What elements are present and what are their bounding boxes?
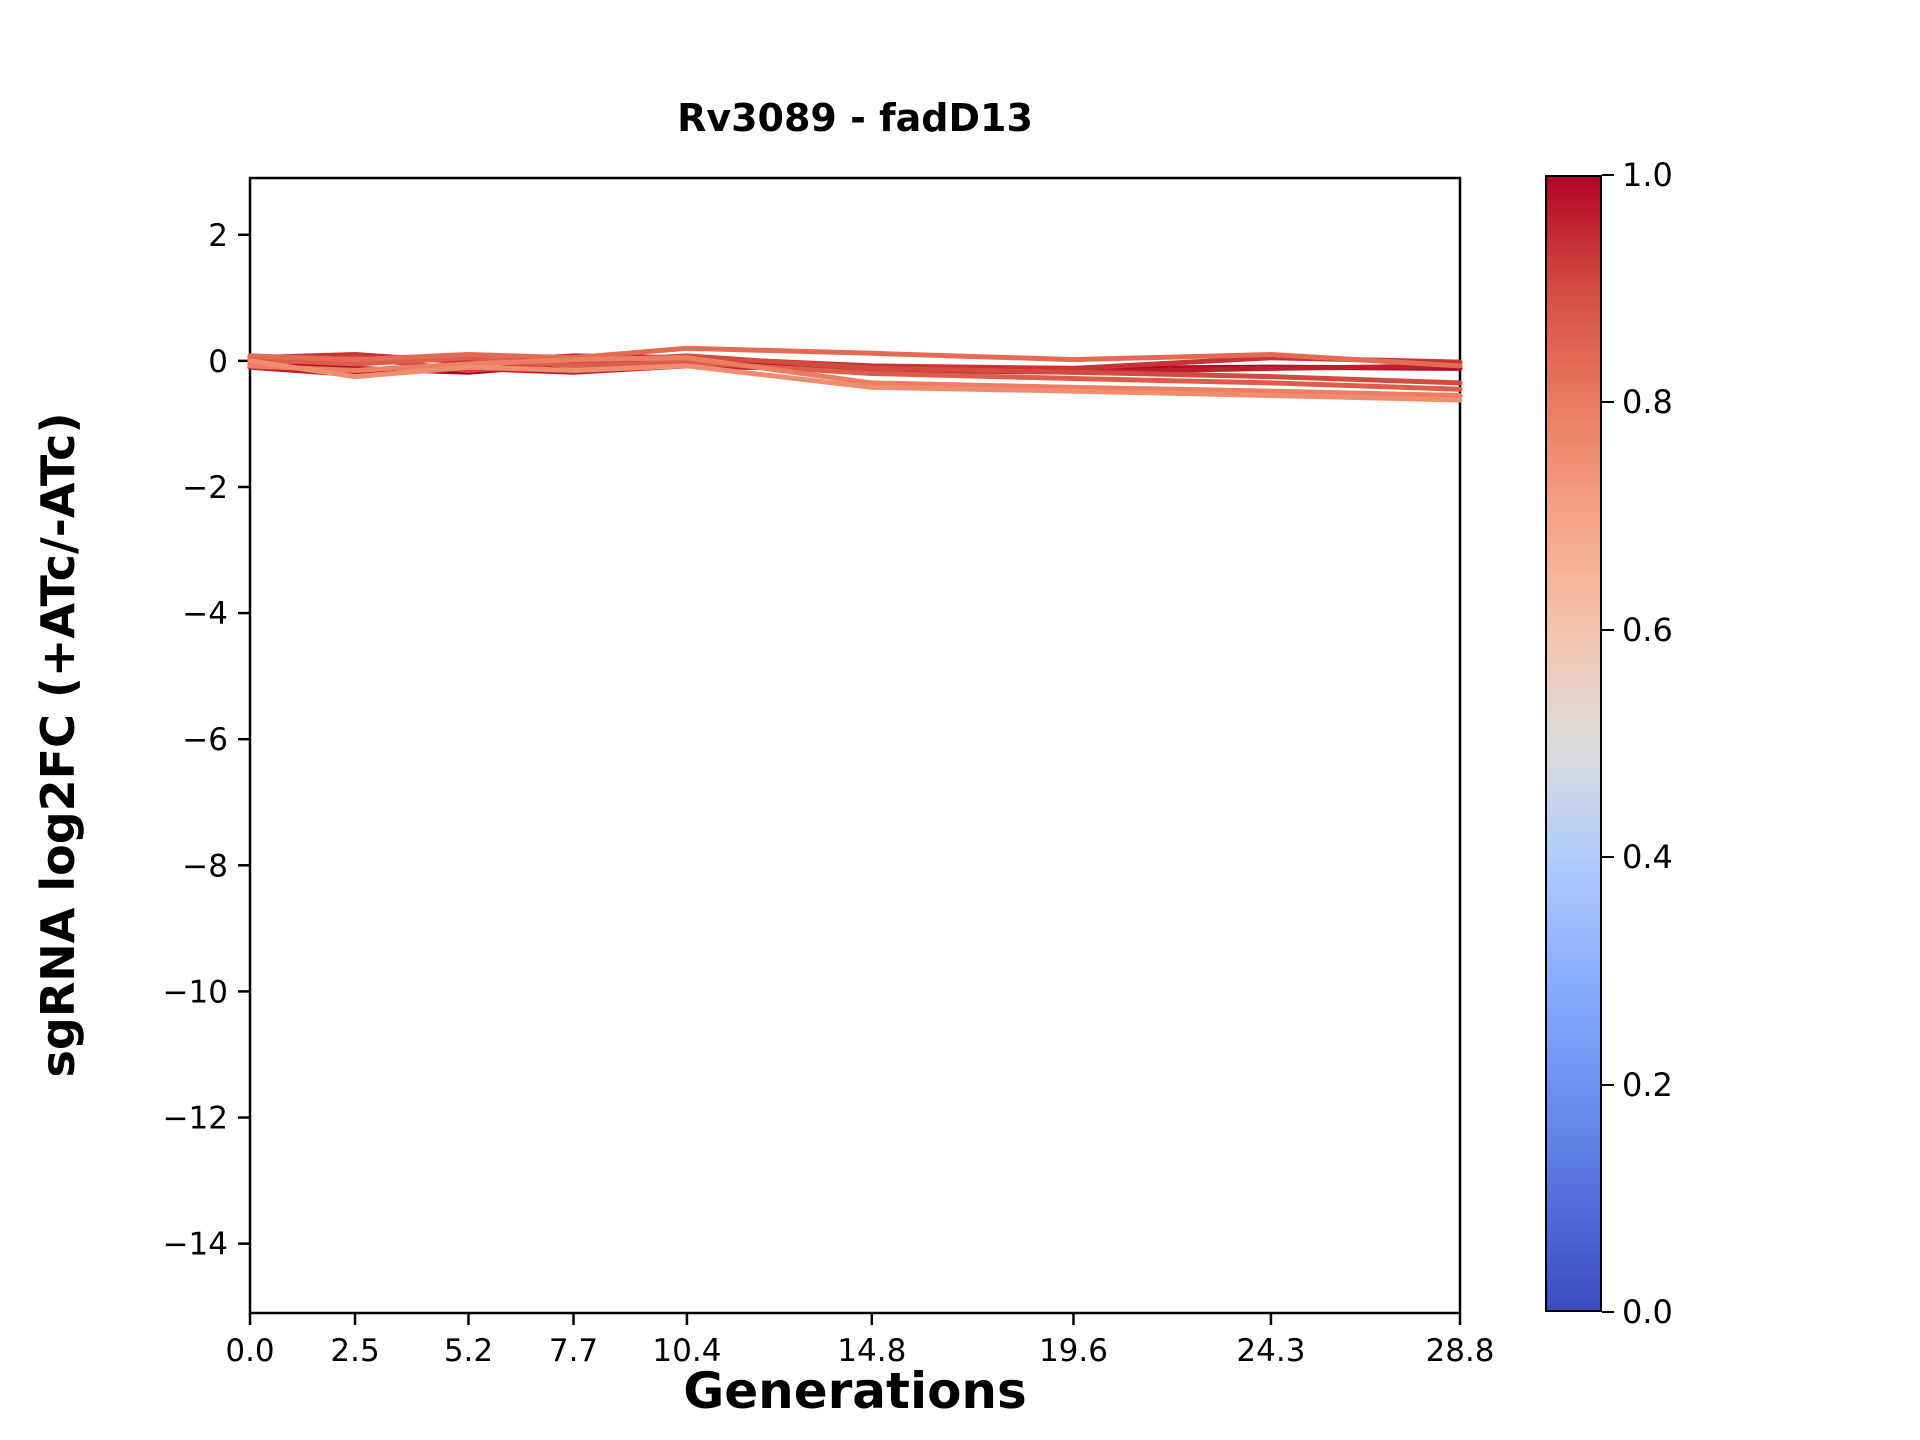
series-line-sgRNA-7 <box>247 355 1463 399</box>
series-line-sgRNA-6 <box>247 345 1463 369</box>
y-tick-label: −4 <box>182 596 228 632</box>
series-line-sgRNA-5 <box>247 355 1463 392</box>
x-tick-label: 5.2 <box>444 1333 493 1369</box>
y-tick-label: 0 <box>208 344 228 380</box>
series-line-sgRNA-8 <box>247 358 1463 403</box>
chart-title: Rv3089 - fadD13 <box>677 96 1033 140</box>
y-tick-label: −12 <box>163 1101 228 1137</box>
y-axis-label: sgRNA log2FC (+ATc/-ATc) <box>31 412 85 1078</box>
x-tick-label: 10.4 <box>652 1333 721 1369</box>
x-axis-label: Generations <box>683 1362 1027 1420</box>
axes-frame <box>248 176 1462 1315</box>
x-tick-label: 2.5 <box>330 1333 379 1369</box>
y-tick-label: −14 <box>163 1227 228 1263</box>
x-tick-label: 28.8 <box>1425 1333 1494 1369</box>
x-tick-label: 19.6 <box>1039 1333 1108 1369</box>
x-tick-label: 14.8 <box>837 1333 906 1369</box>
y-tick-label: −2 <box>182 470 228 506</box>
x-tick-label: 7.7 <box>549 1333 598 1369</box>
x-tick-label: 0.0 <box>225 1333 274 1369</box>
y-tick-label: −8 <box>182 848 228 884</box>
colorbar <box>1545 175 1602 1312</box>
y-tick-label: −10 <box>163 974 228 1010</box>
y-tick-label: −6 <box>182 722 228 758</box>
y-tick-label: 2 <box>208 218 228 254</box>
x-tick-label: 24.3 <box>1236 1333 1305 1369</box>
